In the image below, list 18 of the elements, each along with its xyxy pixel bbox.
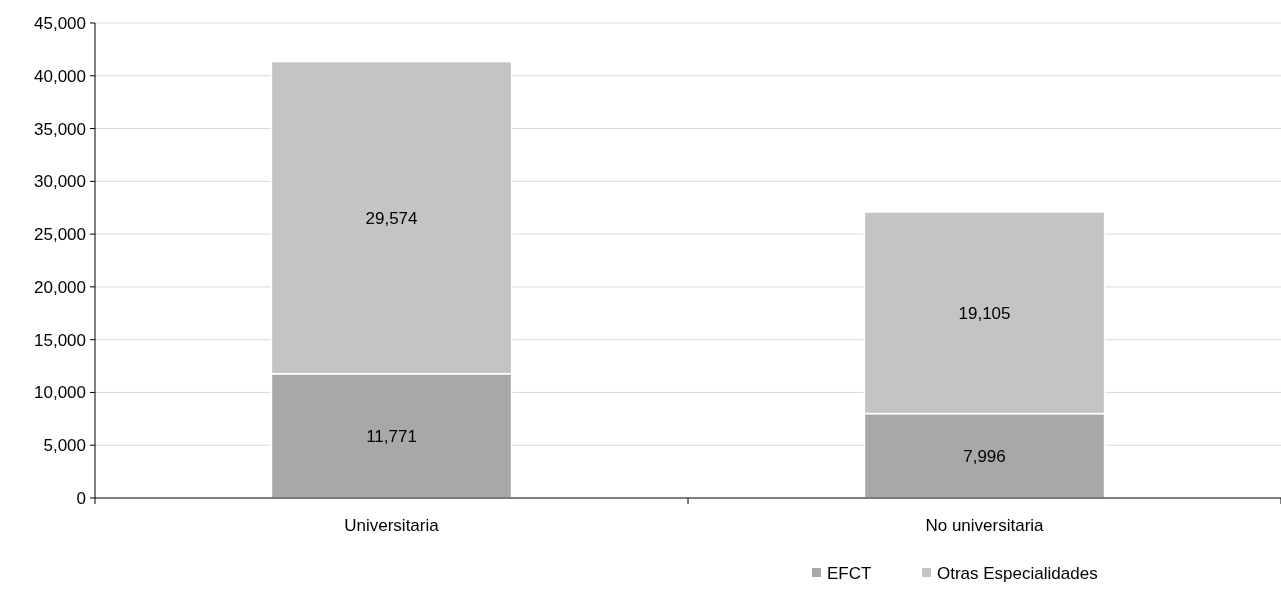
legend-label: Otras Especialidades [937,563,1098,583]
y-tick-label: 35,000 [34,119,86,139]
legend-label: EFCT [827,563,872,583]
y-tick-label: 45,000 [34,13,86,33]
x-tick-label: No universitaria [925,516,1045,535]
y-tick-label: 0 [76,488,86,508]
data-label: 7,996 [963,446,1006,466]
x-tick-label: Universitaria [344,516,440,535]
y-tick-label: 5,000 [43,436,86,456]
data-label: 11,771 [366,426,417,446]
y-tick-label: 30,000 [34,172,86,192]
y-tick-label: 40,000 [34,66,86,86]
data-label: 29,574 [365,208,418,228]
y-tick-label: 25,000 [34,225,86,245]
y-tick-label: 20,000 [34,277,86,297]
y-tick-label: 10,000 [34,383,86,403]
data-label: 19,105 [958,303,1011,323]
y-tick-label: 15,000 [34,330,86,350]
